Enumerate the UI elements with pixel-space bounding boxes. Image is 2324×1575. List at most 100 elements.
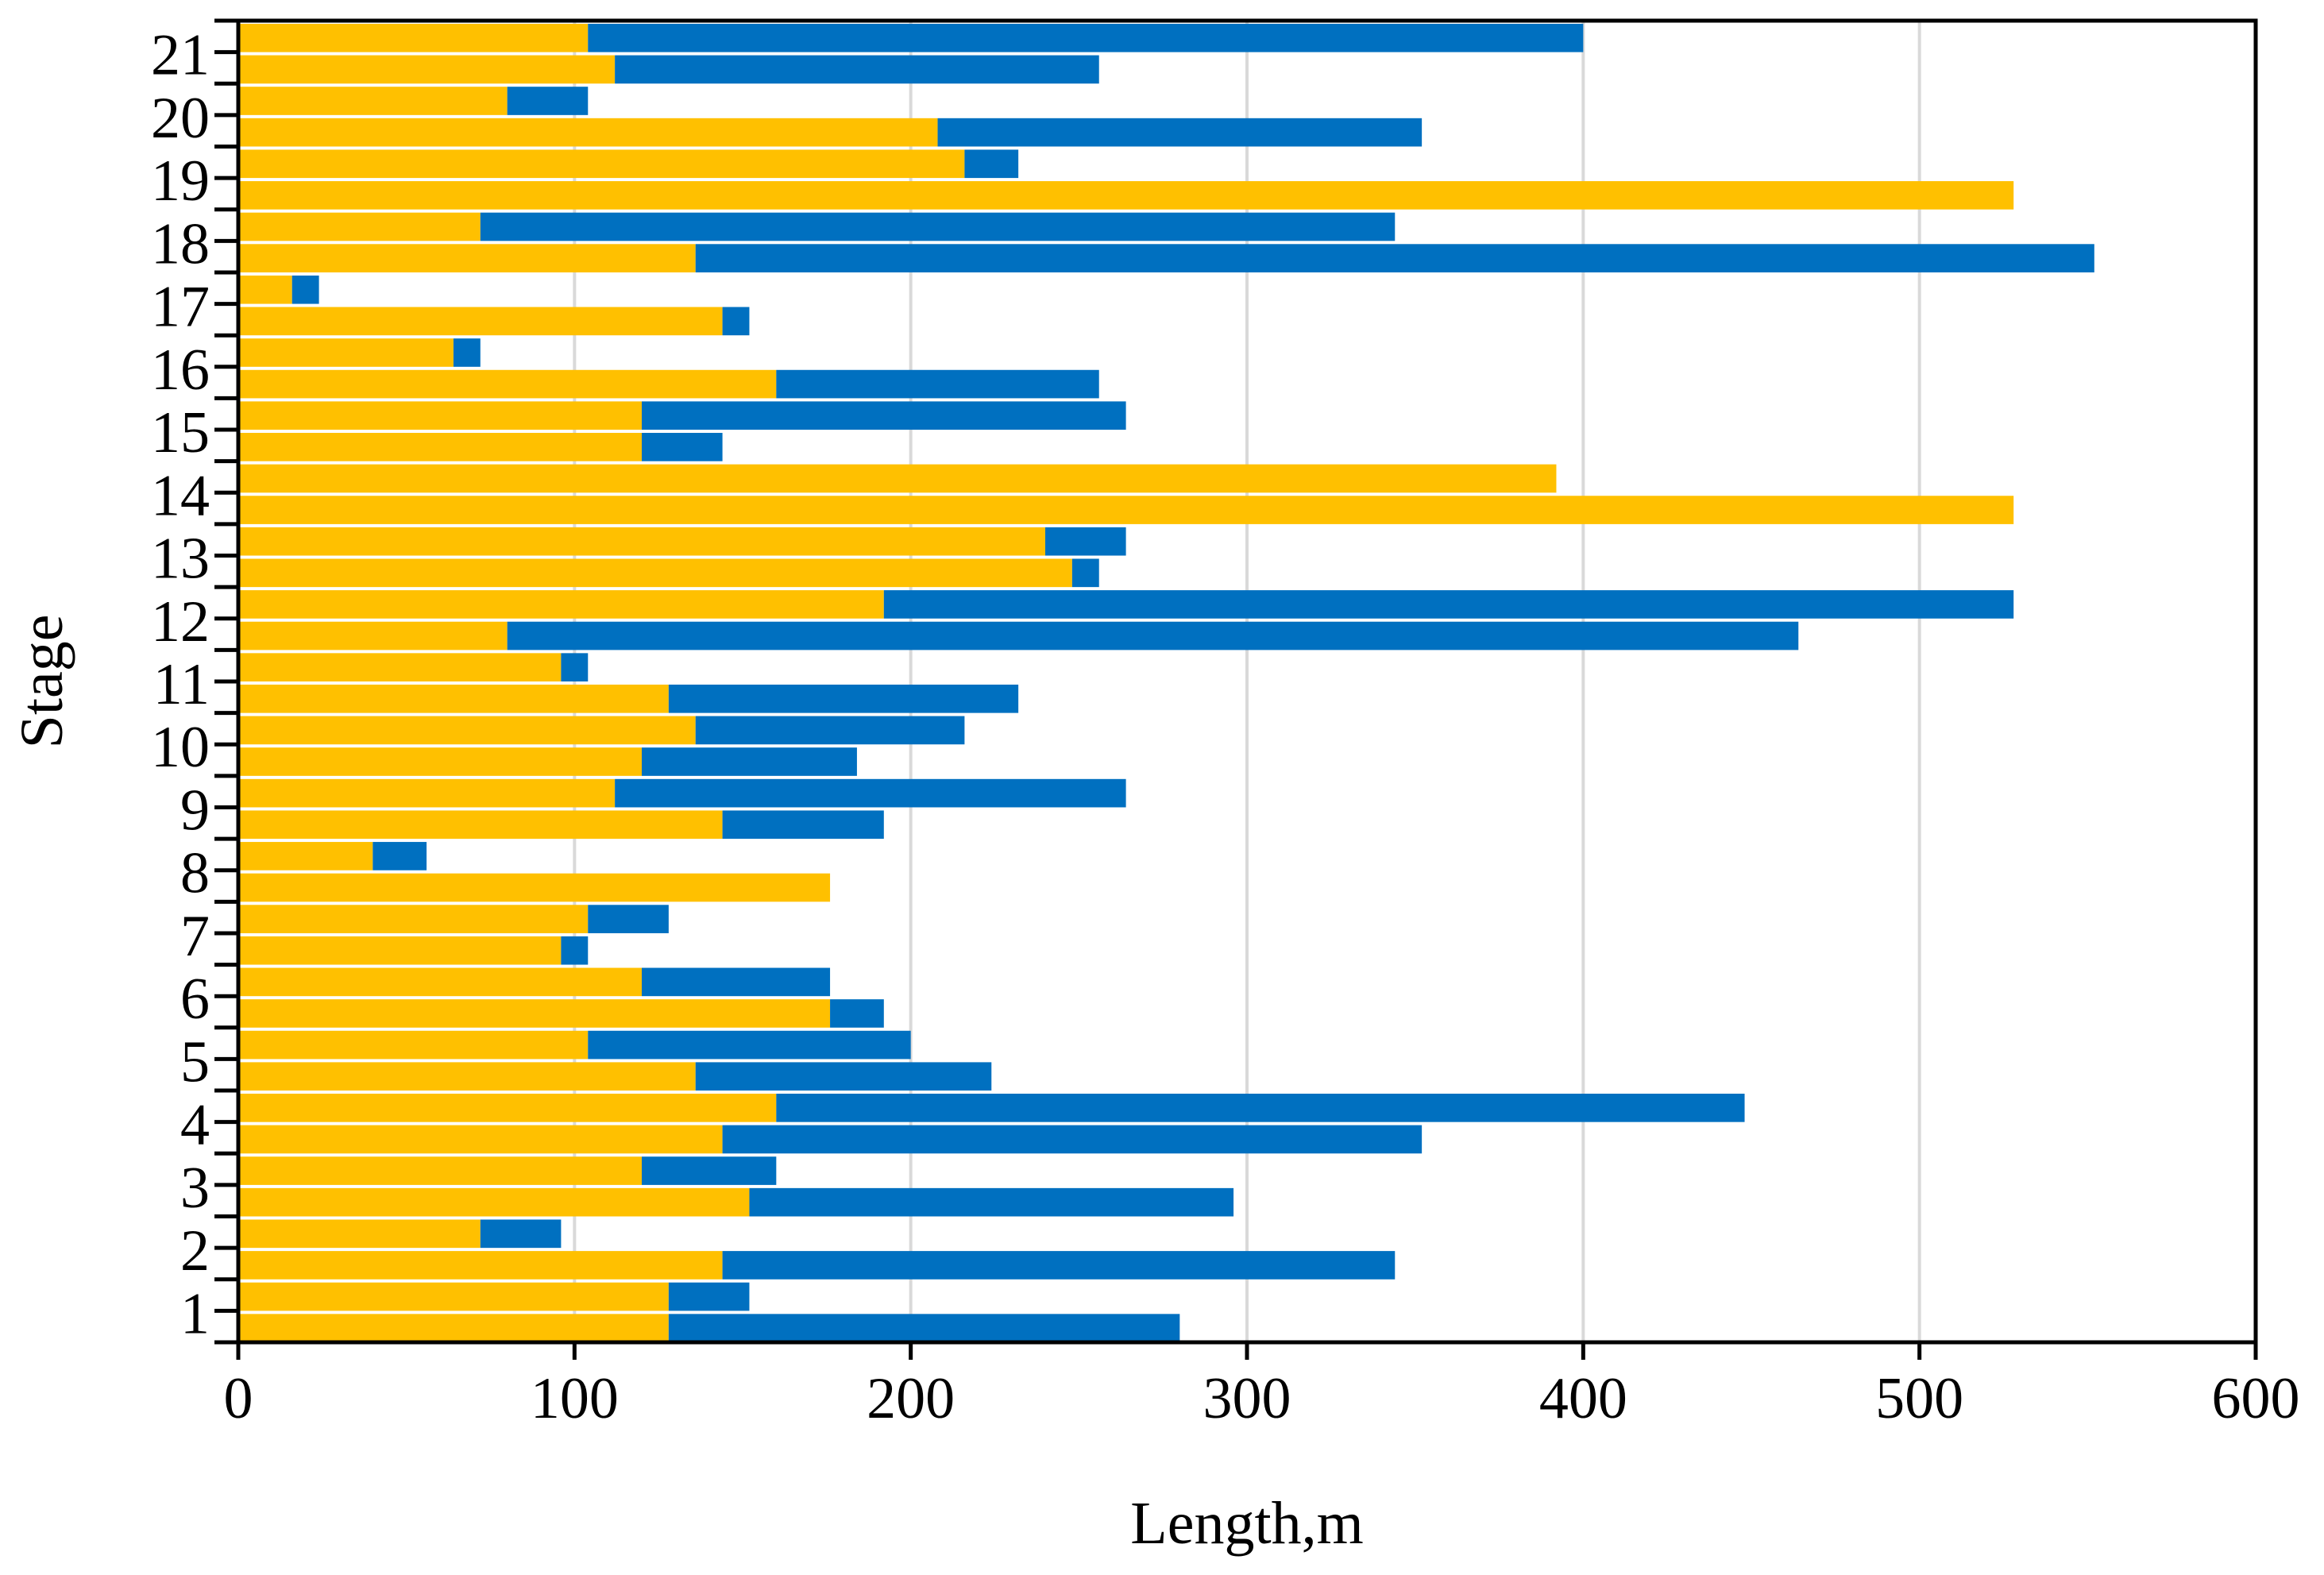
bar-series_a-11 [238, 999, 831, 1028]
bar-series_b-40 [507, 87, 589, 115]
bar-series_a-17 [238, 810, 723, 840]
bar-series_a-6 [238, 1156, 642, 1185]
bar-series_b-11 [830, 999, 884, 1028]
bar-series_a-31 [238, 369, 777, 399]
bar-series_b-4 [480, 1219, 562, 1249]
bar-series_a-2 [238, 1282, 669, 1311]
bar-series_a-22 [238, 653, 562, 681]
bar-series_a-3 [238, 1251, 723, 1280]
bar-series_b-19 [642, 747, 857, 776]
bar-series_a-16 [238, 842, 373, 870]
bar-series_b-34 [291, 275, 319, 304]
bar-series_a-33 [238, 307, 723, 336]
axes [214, 18, 2258, 1360]
bar-series_b-36 [480, 212, 1396, 241]
bar-series_b-41 [615, 55, 1099, 84]
bar-series_b-30 [642, 401, 1126, 430]
bar-series_b-5 [749, 1187, 1234, 1217]
bar-series_b-39 [937, 118, 1423, 147]
x-tick-label-400: 400 [1539, 1366, 1627, 1431]
bar-series_a-23 [238, 621, 508, 650]
y-tick-label-stage-8: 8 [180, 841, 210, 906]
bar-series_a-37 [238, 181, 2014, 210]
bar-series_a-38 [238, 149, 965, 179]
bar-series_b-3 [722, 1251, 1396, 1280]
y-tick-label-stage-7: 7 [180, 904, 210, 969]
y-tick-label-stage-20: 20 [151, 86, 210, 151]
y-tick-label-stage-15: 15 [151, 400, 210, 465]
bar-series_b-12 [642, 967, 831, 997]
bar-series_b-31 [776, 369, 1099, 399]
bar-series_b-8 [776, 1094, 1745, 1122]
bar-series_a-32 [238, 338, 454, 367]
bar-series_b-16 [373, 842, 427, 870]
y-tick-label-stage-14: 14 [151, 463, 210, 528]
x-axis-title: Length,m [1130, 1490, 1363, 1557]
bar-series_b-18 [615, 778, 1126, 808]
bar-series_a-27 [238, 496, 2014, 524]
bar-series_b-33 [722, 307, 750, 336]
bar-series_b-22 [561, 653, 589, 681]
bar-series_a-28 [238, 464, 1557, 493]
bar-series_a-26 [238, 527, 1045, 556]
y-axis-title: Stage [9, 615, 75, 749]
bar-series_a-39 [238, 118, 938, 147]
y-tick-label-stage-11: 11 [153, 652, 210, 717]
bar-series_a-24 [238, 590, 884, 619]
y-tick-label-stage-10: 10 [151, 715, 210, 780]
bar-series_b-6 [642, 1156, 777, 1185]
bar-series_b-9 [695, 1062, 992, 1091]
bar-series_a-25 [238, 558, 1072, 588]
bars [238, 23, 2094, 1342]
bar-series_a-18 [238, 778, 616, 808]
bar-series_b-35 [695, 244, 2094, 272]
bar-series_a-5 [238, 1187, 750, 1217]
x-tick-label-300: 300 [1203, 1366, 1291, 1431]
bar-series_a-7 [238, 1125, 723, 1154]
y-tick-label-stage-12: 12 [151, 589, 210, 654]
y-tick-label-stage-1: 1 [180, 1281, 210, 1346]
bar-series_a-42 [238, 23, 589, 52]
tick-labels: 0 100 200 300 400 500 600123456789101112131415… [151, 23, 2300, 1431]
bar-series_a-30 [238, 401, 642, 430]
bar-series_b-10 [588, 1030, 911, 1060]
bar-series_a-12 [238, 967, 642, 997]
y-tick-label-stage-17: 17 [151, 275, 210, 340]
x-tick-label-500: 500 [1875, 1366, 1963, 1431]
bar-series_b-26 [1045, 527, 1126, 556]
bar-series_a-36 [238, 212, 481, 241]
bar-series_a-10 [238, 1030, 589, 1060]
bar-series_b-25 [1071, 558, 1099, 588]
bar-series_a-20 [238, 716, 696, 745]
bar-series_b-1 [668, 1314, 1180, 1342]
bar-series_b-14 [588, 905, 669, 933]
bar-series_a-13 [238, 936, 562, 965]
bar-series_b-7 [722, 1125, 1423, 1154]
bar-series_a-9 [238, 1062, 696, 1091]
y-tick-label-stage-13: 13 [151, 527, 210, 592]
bar-series_b-42 [588, 23, 1584, 52]
bar-series_a-35 [238, 244, 696, 272]
x-tick-label-0: 0 [224, 1366, 253, 1431]
bar-series_b-21 [668, 684, 1019, 713]
bar-series_a-41 [238, 55, 616, 84]
bar-series_b-38 [964, 149, 1019, 179]
y-tick-label-stage-18: 18 [151, 211, 210, 276]
bar-series_a-40 [238, 87, 508, 115]
x-tick-label-600: 600 [2212, 1366, 2300, 1431]
bar-series_b-20 [695, 716, 965, 745]
bar-series_b-23 [507, 621, 1799, 650]
y-tick-label-stage-19: 19 [151, 149, 210, 214]
bar-series_b-13 [561, 936, 589, 965]
bar-series_a-14 [238, 905, 589, 933]
bar-series_a-29 [238, 433, 642, 461]
bar-series_b-24 [883, 590, 2014, 619]
y-tick-label-stage-6: 6 [180, 967, 210, 1032]
x-tick-label-100: 100 [531, 1366, 619, 1431]
y-tick-label-stage-16: 16 [151, 338, 210, 403]
y-tick-label-stage-5: 5 [180, 1029, 210, 1094]
bar-series_a-15 [238, 873, 831, 902]
bar-series_a-19 [238, 747, 642, 776]
bar-series_a-34 [238, 275, 292, 304]
